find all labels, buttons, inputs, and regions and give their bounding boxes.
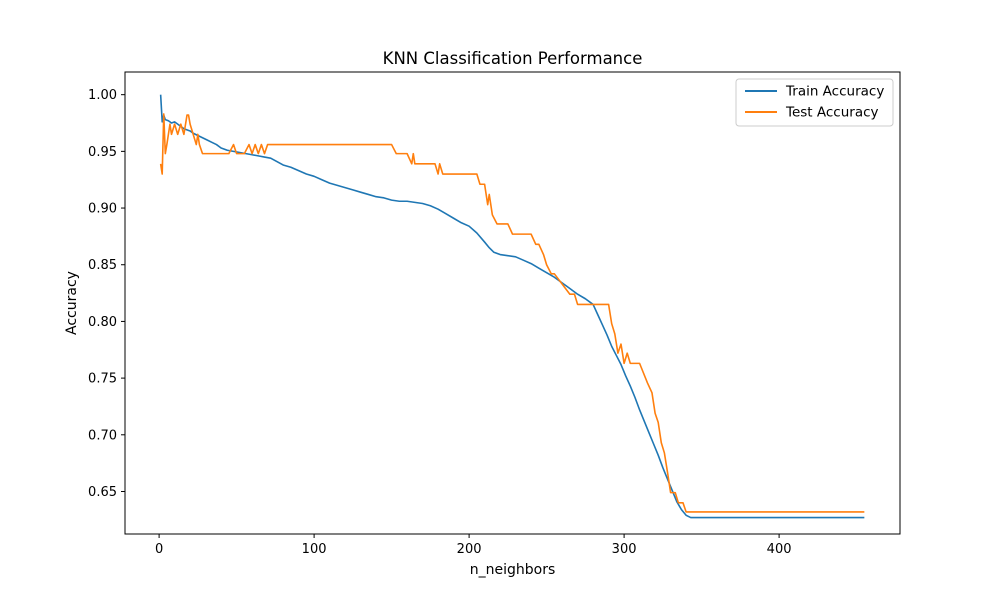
- test-accuracy-line: [159, 113, 865, 513]
- y-axis-title: Accuracy: [64, 271, 80, 335]
- chart-title: KNN Classification Performance: [383, 49, 643, 68]
- legend-label-train: Train Accuracy: [785, 84, 884, 100]
- axes-frame: [124, 71, 901, 535]
- y-tick-label: 0.70: [88, 428, 117, 443]
- train-accuracy-line: [159, 94, 865, 519]
- y-tick-label: 1.00: [88, 88, 117, 103]
- x-tick-label: 300: [612, 542, 637, 557]
- x-tick-label: 400: [767, 542, 792, 557]
- x-axis-title: n_neighbors: [470, 562, 556, 578]
- x-tick-label: 200: [457, 542, 482, 557]
- y-tick-label: 0.90: [88, 202, 117, 217]
- y-tick-label: 0.95: [88, 145, 117, 160]
- x-tick-label: 100: [302, 542, 327, 557]
- y-tick-label: 0.85: [88, 258, 117, 273]
- legend-label-test: Test Accuracy: [785, 105, 879, 121]
- y-tick-label: 0.75: [88, 372, 117, 387]
- y-tick-label: 0.80: [88, 315, 117, 330]
- legend: Train Accuracy Test Accuracy: [735, 78, 894, 127]
- plot-lines: [159, 94, 865, 519]
- y-tick-label: 0.65: [88, 485, 117, 500]
- x-ticks: 0 100 200 300 400: [155, 534, 792, 557]
- y-ticks: 0.65 0.70 0.75 0.80 0.85 0.90 0.95 1.00: [88, 88, 125, 500]
- x-tick-label: 0: [155, 542, 163, 557]
